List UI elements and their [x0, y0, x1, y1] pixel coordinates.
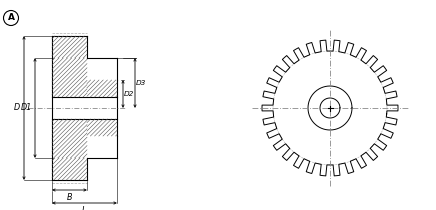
Text: D1: D1	[21, 104, 32, 113]
Text: D2: D2	[124, 91, 134, 97]
Text: B: B	[67, 193, 72, 202]
Text: L: L	[82, 206, 87, 210]
Text: A: A	[7, 13, 14, 22]
Text: D3: D3	[136, 80, 146, 86]
Text: D: D	[14, 104, 20, 113]
